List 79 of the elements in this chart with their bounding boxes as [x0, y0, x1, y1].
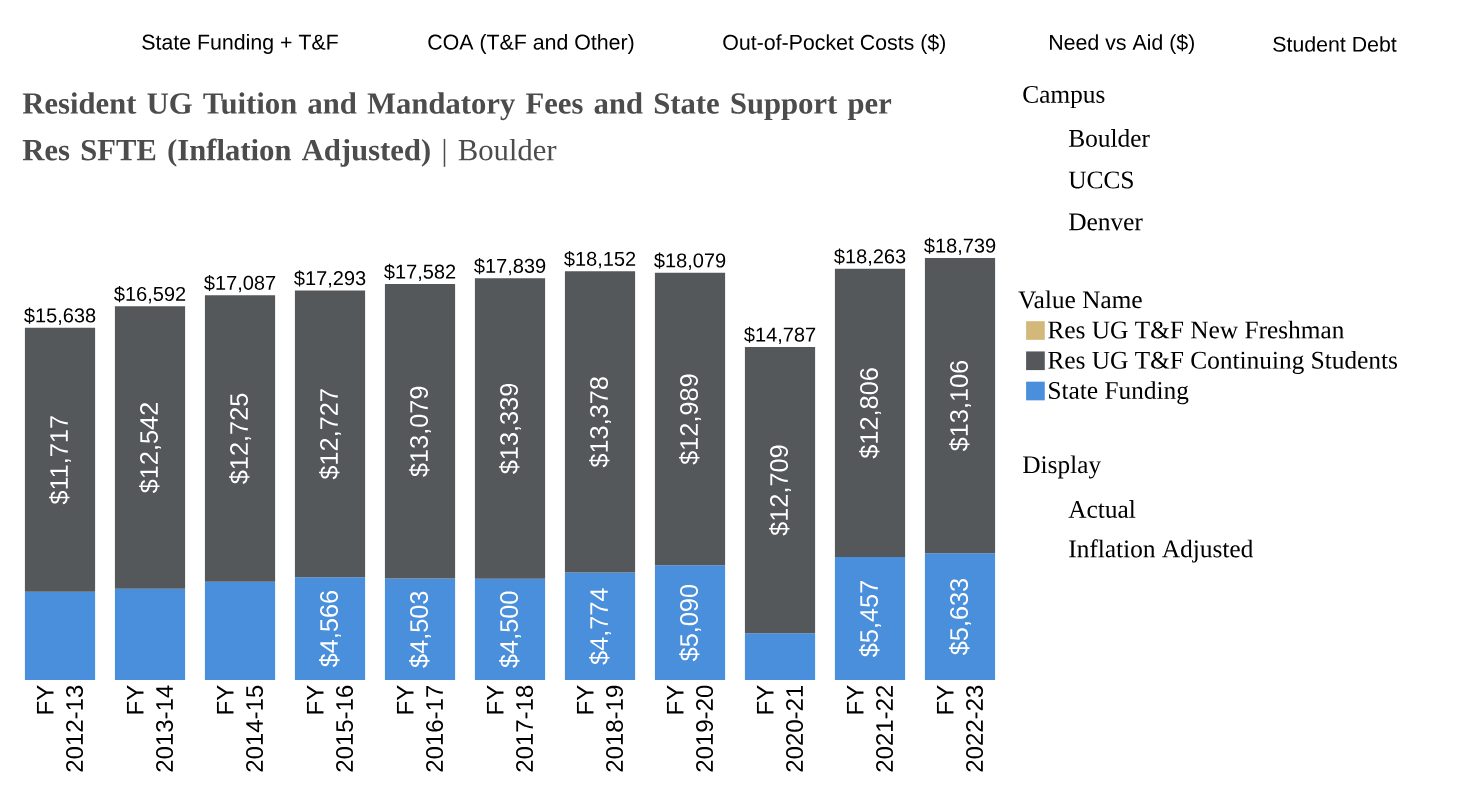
bar	[384, 578, 456, 680]
bar	[744, 633, 816, 680]
text: State Funding + T&F	[142, 34, 338, 54]
bar	[834, 268, 906, 558]
total-label: $17,087	[204, 274, 276, 293]
data-label: $13,378	[589, 377, 611, 468]
data-label: $12,725	[229, 393, 252, 484]
total-label: $17,293	[294, 270, 366, 288]
bar	[474, 278, 546, 579]
data-label: $11,717	[49, 416, 72, 505]
legend-label: Res UG T&F Continuing Students	[1048, 350, 1398, 375]
bar	[24, 327, 96, 592]
bar	[114, 306, 186, 589]
data-label: $12,709	[769, 445, 792, 536]
data-label: $13,106	[949, 360, 971, 452]
text: Out-of-Pocket Costs ($)	[723, 33, 945, 55]
total-label: $17,839	[474, 257, 546, 276]
text: COA (T&F and Other)	[428, 34, 634, 54]
total-label: $15,638	[24, 307, 96, 325]
x-tick-label: FY 2012-13	[36, 685, 84, 772]
text: Boulder	[1069, 129, 1150, 147]
x-tick-label: FY 2016-17	[396, 685, 444, 772]
data-label: $12,806	[859, 368, 881, 459]
bar	[114, 588, 186, 680]
data-label: $13,079	[409, 386, 432, 477]
x-tick-label: FY 2019-20	[666, 685, 714, 772]
bar	[744, 346, 816, 634]
x-tick-label: FY 2022-23	[936, 685, 984, 772]
bar	[294, 290, 366, 578]
data-label: $5,457	[859, 581, 881, 658]
total-label: $18,079	[654, 252, 726, 270]
data-label: $4,500	[499, 591, 522, 668]
text: Campus	[1023, 85, 1105, 109]
bar	[384, 284, 456, 579]
text: Inflation Adjusted	[1069, 539, 1254, 563]
bar	[654, 272, 726, 566]
total-label: $18,152	[564, 250, 636, 269]
text: Need vs Aid ($)	[1050, 33, 1194, 55]
bar	[564, 572, 636, 680]
bar	[924, 257, 996, 554]
bar	[834, 557, 906, 680]
total-label: $17,582	[384, 263, 456, 282]
data-label: $4,566	[319, 590, 341, 668]
chart-title: Resident UG Tuition and Mandatory Fees and State Support per Res SFTE (Inflation Adjusted) | Boulder	[22, 92, 892, 167]
data-label: $4,503	[409, 591, 432, 668]
bar	[294, 577, 366, 680]
bar	[474, 578, 546, 680]
legend-label: State Funding	[1049, 381, 1189, 405]
x-tick-label: FY 2014-15	[216, 685, 264, 772]
bar	[564, 271, 636, 573]
data-label: $12,989	[679, 374, 701, 465]
text: Actual	[1068, 500, 1136, 518]
data-label: $12,727	[319, 389, 341, 480]
total-label: $16,592	[114, 286, 186, 304]
legend-title: Value Name	[1018, 290, 1142, 309]
x-tick-label: FY 2013-14	[126, 685, 174, 772]
text: UCCS	[1068, 171, 1133, 189]
x-tick-label: FY 2018-19	[576, 685, 624, 772]
bar	[654, 565, 726, 680]
x-tick-label: FY 2017-18	[486, 685, 534, 772]
data-label: $4,774	[589, 588, 611, 665]
text: Display	[1023, 455, 1101, 479]
data-label: $5,090	[679, 584, 701, 662]
bar	[204, 295, 276, 582]
data-label: $13,339	[499, 383, 522, 474]
x-tick-label: FY 2020-21	[756, 685, 804, 772]
bar	[24, 591, 96, 680]
x-tick-label: FY 2015-16	[306, 685, 354, 772]
text: Student Debt	[1273, 36, 1397, 52]
total-label: $18,263	[834, 248, 906, 266]
total-label: $14,787	[744, 326, 816, 345]
text: Denver	[1069, 213, 1143, 231]
x-tick-label: FY 2021-22	[846, 685, 894, 772]
legend-label: Res UG T&F New Freshman	[1048, 320, 1344, 339]
bar	[924, 553, 996, 680]
data-label: $5,633	[949, 578, 971, 656]
data-label: $12,542	[139, 403, 162, 494]
total-label: $18,739	[924, 237, 996, 256]
bar	[204, 581, 276, 680]
